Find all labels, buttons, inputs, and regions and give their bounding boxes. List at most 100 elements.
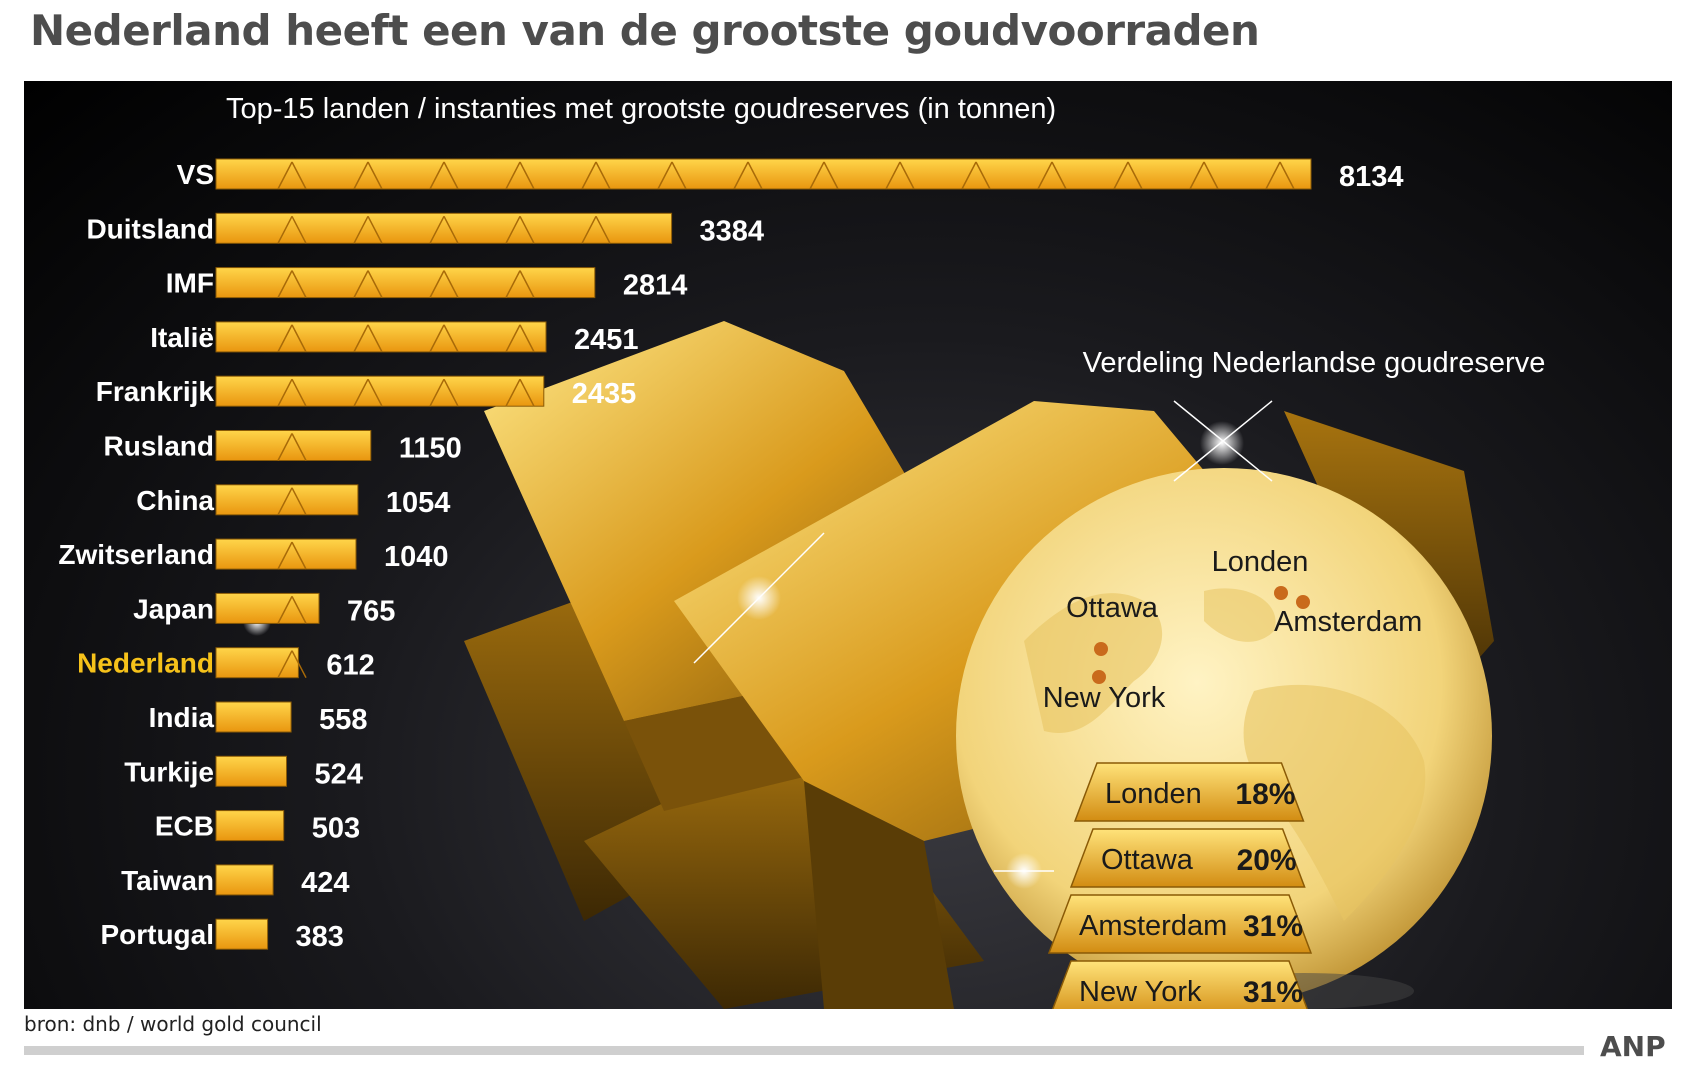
map-marker — [1274, 586, 1288, 600]
plate-shape — [1073, 762, 1305, 822]
bar-segment-line — [519, 161, 535, 190]
bar-nederland — [215, 647, 299, 679]
bar-segment-line — [595, 215, 611, 244]
category-label: Nederland — [77, 648, 214, 679]
chart-svg: Top-15 landen / instanties met grootste … — [58, 93, 1546, 1009]
bar-segment-line — [277, 270, 293, 298]
value-label: 1040 — [384, 541, 449, 573]
bar-chart-title: Top-15 landen / instanties met grootste … — [226, 93, 1056, 125]
plate-percentage-label: 31% — [1243, 910, 1303, 943]
bar-segment-line — [581, 161, 597, 190]
bar-segment-line — [443, 324, 459, 353]
bar-segment-line — [899, 161, 915, 190]
bar-turkije — [215, 755, 287, 787]
bar-segment-line — [505, 270, 521, 298]
bar-segment-line — [429, 215, 445, 244]
category-label: Portugal — [100, 919, 214, 950]
bar-segment-line — [443, 270, 459, 298]
bar-segment-line — [429, 161, 445, 190]
bar-segment-line — [975, 161, 991, 190]
bar-segment-line — [291, 650, 307, 679]
bar-segment-line — [1037, 161, 1053, 190]
value-label: 2451 — [574, 324, 639, 356]
plates-layer: Londen 18% Ottawa 20% Amsterdam 31% New York 31… — [1047, 762, 1313, 1009]
value-label: 424 — [301, 867, 349, 899]
bar-segment-line — [277, 650, 293, 679]
plate-shape — [1069, 828, 1306, 888]
bar-segment-line — [885, 161, 901, 190]
bar-imf — [215, 267, 596, 299]
distribution-title: Verdeling Nederlandse goudreserve — [1083, 347, 1546, 379]
bar-segment-line — [429, 324, 445, 353]
bar-segment-line — [823, 161, 839, 190]
bar-segment-line — [353, 161, 369, 190]
map-label: Ottawa — [1066, 592, 1159, 624]
map-marker — [1094, 642, 1108, 656]
map-layer: Londen Amsterdam Ottawa New York — [1043, 546, 1423, 714]
bar-italië — [215, 321, 547, 353]
category-label: Duitsland — [86, 213, 214, 244]
map-label: Londen — [1212, 546, 1309, 578]
plate-shape — [1047, 894, 1313, 954]
bar-segment-line — [505, 215, 521, 244]
distribution-plate: Amsterdam 31% — [1047, 894, 1313, 954]
bar-segment-line — [291, 378, 307, 407]
value-label: 2435 — [572, 378, 637, 410]
category-label: Rusland — [104, 431, 214, 462]
map-label: Amsterdam — [1274, 606, 1422, 638]
bar-segment-line — [367, 378, 383, 407]
plate-location-label: Ottawa — [1101, 844, 1194, 876]
bar-segment-line — [429, 378, 445, 407]
bar-china — [215, 484, 359, 516]
bar-segment-line — [291, 215, 307, 244]
distribution-plate: New York 31% — [1051, 960, 1309, 1009]
bar-segment-line — [443, 161, 459, 190]
bar-segment-line — [277, 541, 293, 570]
bar-segment-line — [1279, 161, 1295, 190]
value-label: 612 — [326, 650, 374, 682]
bar-segment-line — [291, 487, 307, 516]
category-label: India — [149, 702, 215, 733]
bar-portugal — [215, 918, 269, 950]
value-label: 524 — [315, 758, 363, 790]
bar-segment-line — [1113, 161, 1129, 190]
category-label: ECB — [155, 811, 214, 842]
plate-percentage-label: 18% — [1235, 778, 1295, 811]
agency-logo: ANP — [1600, 1030, 1666, 1063]
bar-segment-line — [733, 161, 749, 190]
value-label: 1054 — [386, 487, 451, 519]
bar-segment-line — [367, 270, 383, 298]
bar-segment-line — [367, 161, 383, 190]
map-marker — [1092, 670, 1106, 684]
headline: Nederland heeft een van de grootste goud… — [30, 6, 1260, 55]
bar-segment-line — [291, 541, 307, 570]
category-label: Japan — [133, 593, 214, 624]
bar-segment-line — [595, 161, 611, 190]
bar-segment-line — [277, 378, 293, 407]
map-label: New York — [1043, 682, 1166, 714]
bars-layer: VS 8134 Duitsland 3384 IMF 2814 Italië 2451 Fran… — [58, 158, 1404, 953]
bar-taiwan — [215, 864, 274, 896]
bar-segment-line — [291, 596, 307, 624]
bar-segment-line — [367, 324, 383, 353]
bar-segment-line — [443, 215, 459, 244]
bar-segment-line — [277, 487, 293, 516]
plate-percentage-label: 31% — [1243, 976, 1303, 1009]
bar-segment-line — [1265, 161, 1281, 190]
plate-location-label: New York — [1079, 976, 1202, 1008]
bar-segment-line — [277, 324, 293, 353]
bar-segment-line — [505, 324, 521, 353]
category-label: Taiwan — [121, 865, 214, 896]
bar-segment-line — [277, 433, 293, 461]
bar-segment-line — [291, 161, 307, 190]
bar-segment-line — [657, 161, 673, 190]
distribution-plate: Ottawa 20% — [1069, 828, 1306, 888]
value-label: 503 — [312, 813, 360, 845]
value-label: 1150 — [399, 433, 462, 465]
bar-segment-line — [505, 378, 521, 407]
bar-segment-line — [291, 270, 307, 298]
plate-shape — [1051, 960, 1309, 1009]
footer-bar — [24, 1046, 1584, 1055]
bar-segment-line — [443, 378, 459, 407]
bar-segment-line — [809, 161, 825, 190]
